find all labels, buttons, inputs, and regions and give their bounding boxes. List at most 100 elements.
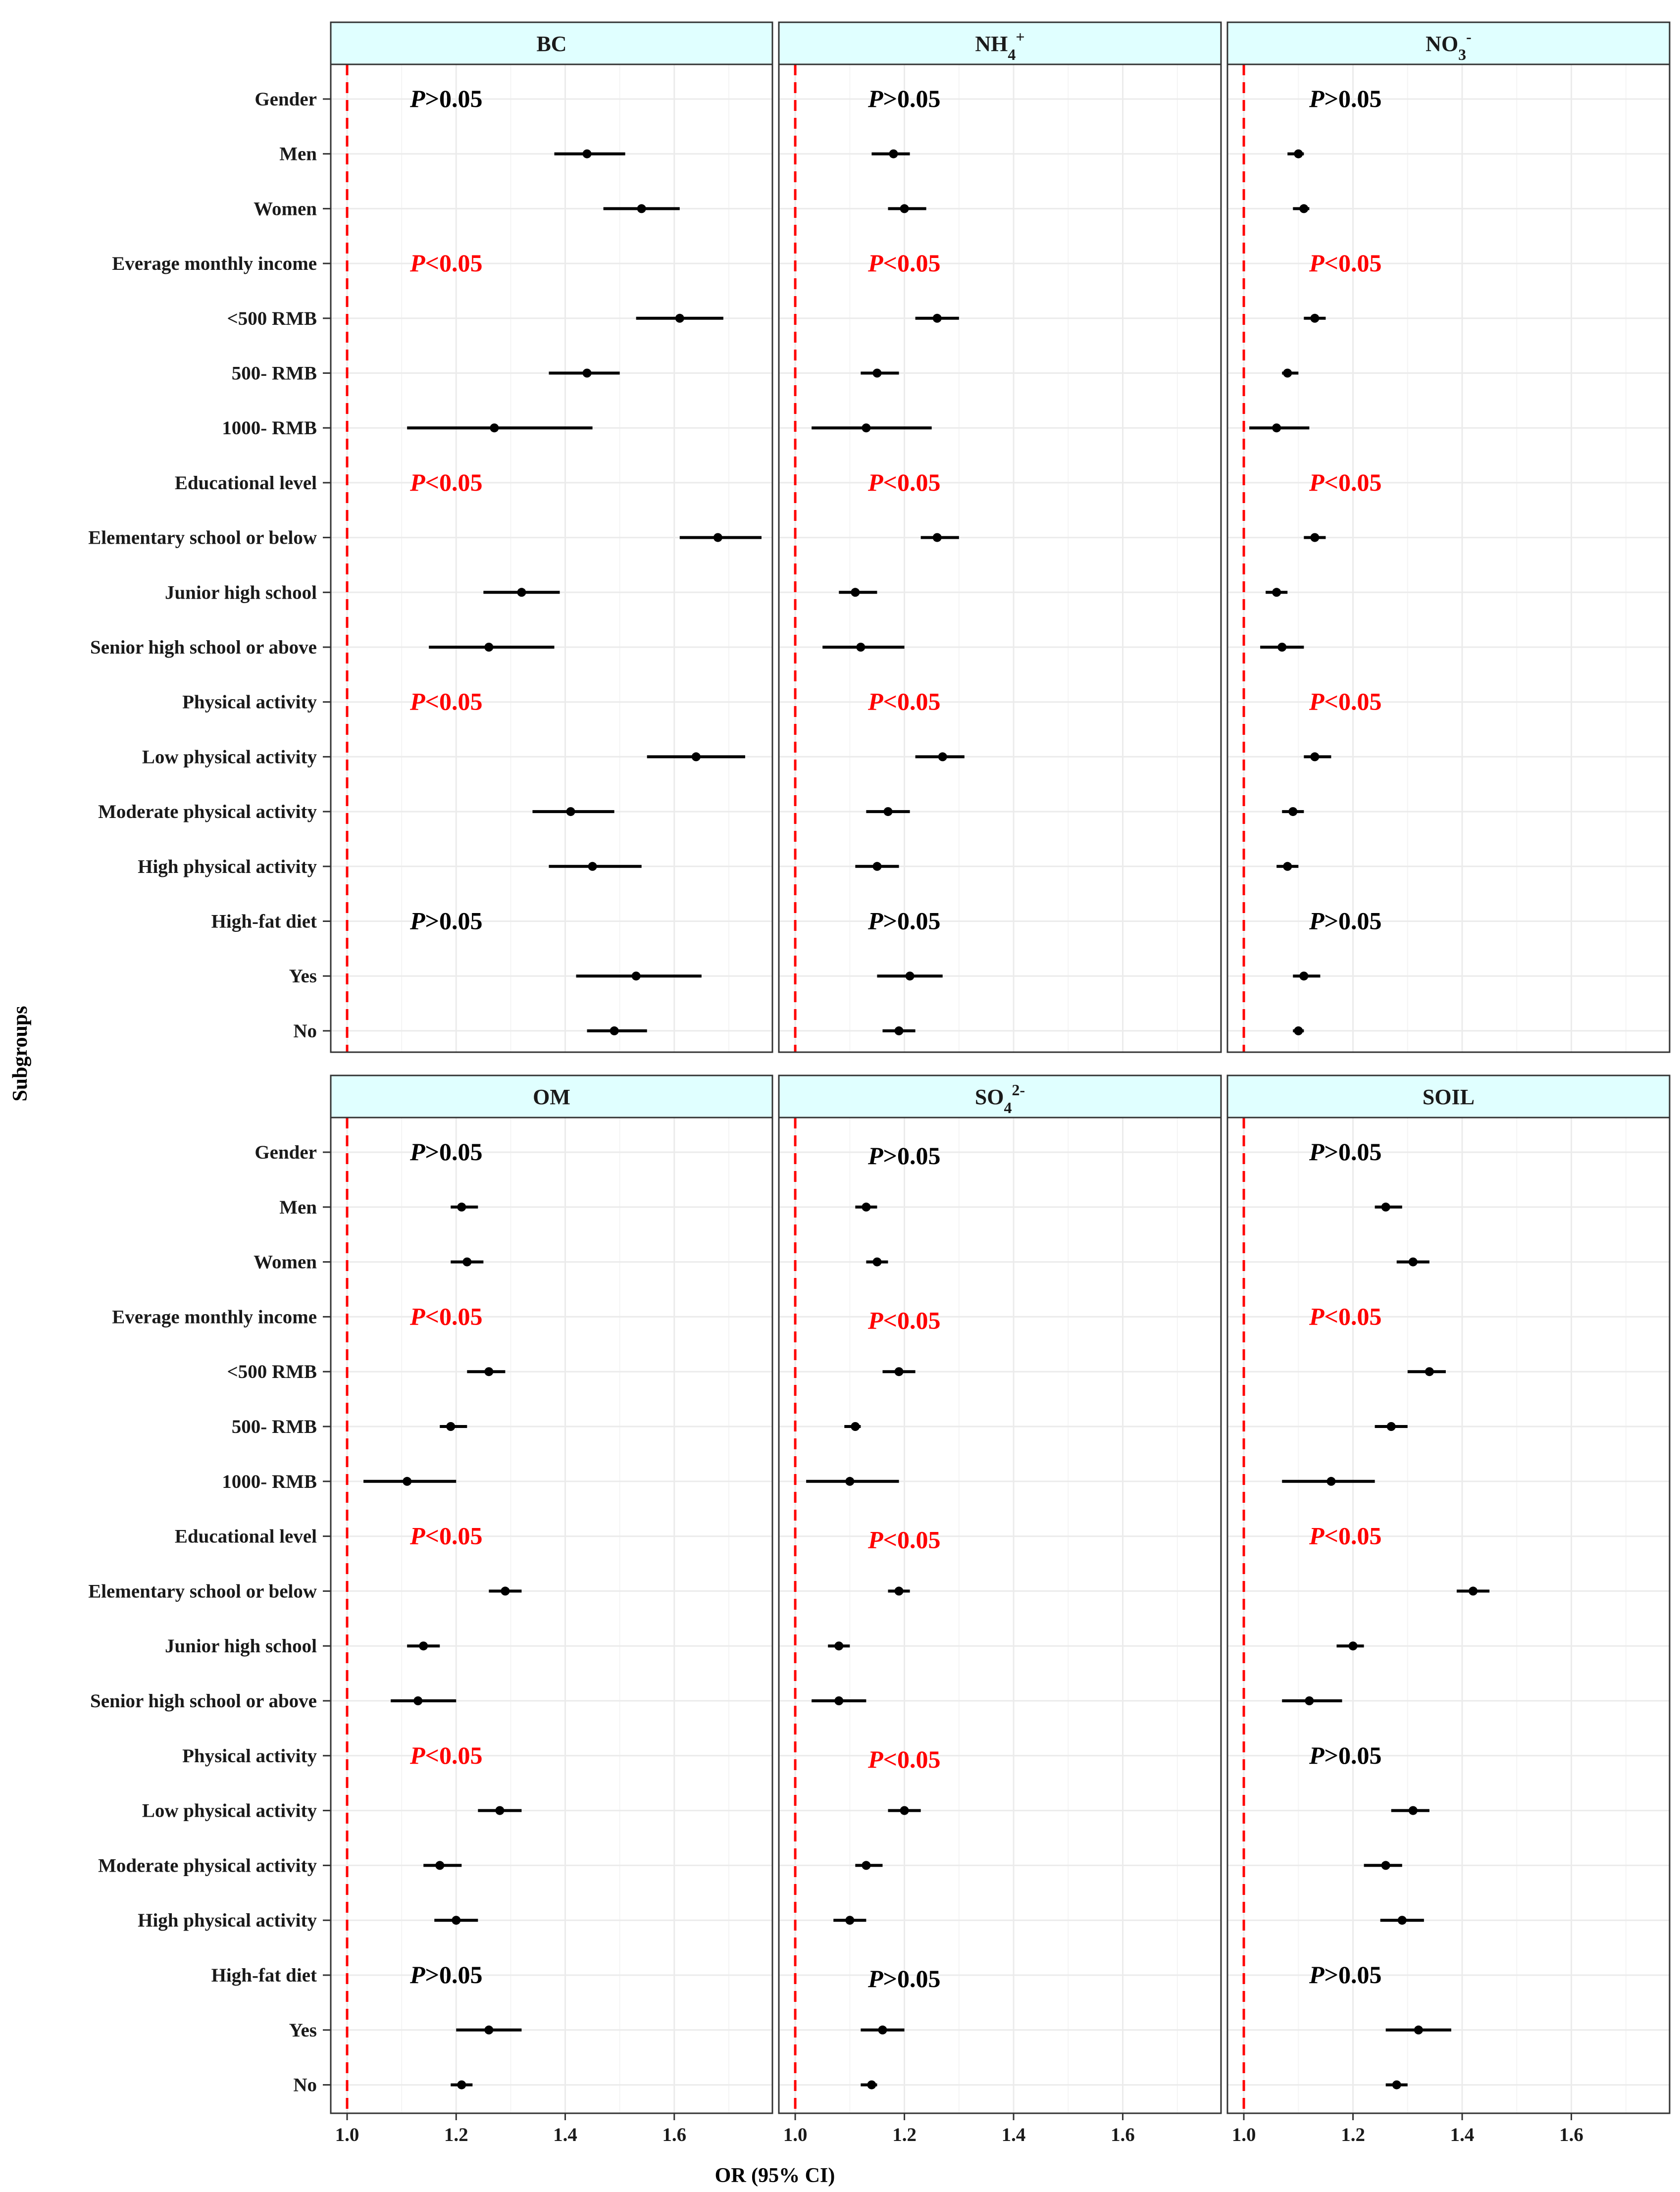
point-estimate — [851, 588, 860, 597]
point-estimate — [845, 1916, 855, 1925]
subgroup-label: Low physical activity — [142, 746, 317, 767]
point-estimate — [867, 2080, 876, 2090]
subgroup-label: Yes — [289, 966, 317, 987]
panel-title: OM — [533, 1085, 570, 1109]
subgroup-header-label: Educational level — [175, 1526, 317, 1547]
point-estimate — [588, 862, 597, 871]
point-estimate — [1299, 971, 1309, 981]
point-estimate — [1381, 1202, 1390, 1212]
subgroup-label: 1000- RMB — [222, 417, 317, 439]
p-value-text: P>0.05 — [867, 1965, 941, 1992]
point-estimate — [637, 204, 646, 213]
p-value-text: P>0.05 — [1309, 907, 1382, 935]
point-estimate — [938, 752, 947, 762]
point-estimate — [691, 752, 701, 762]
p-value-text: P>0.05 — [409, 1961, 483, 1988]
subgroup-label: No — [293, 2075, 317, 2096]
x-tick-label: 1.2 — [1341, 2124, 1365, 2145]
point-estimate — [905, 971, 915, 981]
point-estimate — [1408, 1257, 1418, 1267]
subgroup-label: No — [293, 1020, 317, 1042]
point-estimate — [484, 1367, 494, 1376]
point-estimate — [419, 1641, 428, 1651]
point-estimate — [1425, 1367, 1434, 1376]
x-tick-label: 1.0 — [1232, 2124, 1256, 2145]
panels-layer: P>0.05 P<0.05 P<0.05 P<0.05 P>0.05 BC P>0.05 P<… — [330, 21, 1671, 2114]
subgroup-label: Men — [279, 1197, 317, 1218]
p-value-text: P<0.05 — [867, 688, 941, 715]
p-value-text: P<0.05 — [867, 249, 941, 277]
p-value-text: P<0.05 — [409, 249, 483, 277]
point-estimate — [403, 1477, 412, 1486]
p-value-text: P>0.05 — [867, 1142, 941, 1170]
point-estimate — [1305, 1696, 1314, 1705]
point-estimate — [490, 423, 499, 433]
p-value-text: P>0.05 — [1309, 85, 1382, 112]
subgroup-label: Elementary school or below — [88, 1580, 317, 1602]
x-axes: 1.0 1.2 1.4 1.6 1.0 1.2 1.4 1.6 1.0 1.2 1.4 1.6 — [335, 2113, 1583, 2145]
x-tick-label: 1.2 — [892, 2124, 916, 2145]
point-estimate — [566, 807, 575, 816]
p-value-text: P>0.05 — [867, 907, 941, 935]
p-value-text: P<0.05 — [867, 468, 941, 496]
p-value-text: P>0.05 — [409, 85, 483, 112]
subgroup-label: Senior high school or above — [90, 1690, 317, 1712]
panel-title: BC — [536, 32, 566, 56]
p-value-text: P<0.05 — [867, 1306, 941, 1334]
point-estimate — [501, 1586, 510, 1596]
x-tick-label: 1.4 — [553, 2124, 577, 2145]
point-estimate — [1294, 1026, 1303, 1035]
point-estimate — [610, 1026, 619, 1035]
point-estimate — [878, 2025, 887, 2035]
y-axis-title: Subgroups — [9, 1006, 32, 1101]
point-estimate — [1397, 1916, 1407, 1925]
subgroup-labels: Gender Men Women Everage monthly income <500… — [88, 89, 331, 2096]
panel-strip — [330, 1074, 773, 1119]
subgroup-header-label: Gender — [255, 1142, 317, 1163]
subgroup-label: Men — [279, 144, 317, 165]
x-tick-label: 1.2 — [444, 2124, 468, 2145]
subgroup-header-label: Physical activity — [182, 692, 317, 713]
point-estimate — [1469, 1586, 1478, 1596]
x-tick-label: 1.4 — [1002, 2124, 1026, 2145]
subgroup-label: High physical activity — [138, 856, 317, 877]
panel-om: P>0.05 P<0.05 P<0.05 P<0.05 P>0.05 OM — [330, 1074, 773, 2114]
point-estimate — [851, 1422, 860, 1431]
subgroup-label: Low physical activity — [142, 1800, 317, 1822]
point-estimate — [413, 1696, 423, 1705]
point-estimate — [457, 1202, 466, 1212]
p-value-text: P<0.05 — [1309, 1522, 1382, 1550]
subgroup-header-label: Physical activity — [182, 1745, 317, 1767]
subgroup-header-label: Everage monthly income — [112, 253, 317, 274]
x-tick-label: 1.0 — [783, 2124, 808, 2145]
subgroup-label: 500- RMB — [232, 363, 317, 384]
point-estimate — [1408, 1806, 1418, 1815]
panel-strip — [1226, 21, 1671, 65]
p-value-text: P>0.05 — [1309, 1741, 1382, 1769]
subgroup-label: <500 RMB — [227, 1361, 317, 1382]
point-estimate — [517, 588, 526, 597]
subgroup-label: Moderate physical activity — [98, 1855, 317, 1876]
subgroup-header-label: High-fat diet — [211, 911, 317, 932]
point-estimate — [1392, 2080, 1401, 2090]
p-value-text: P<0.05 — [409, 1302, 483, 1330]
p-value-text: P<0.05 — [1309, 1302, 1382, 1330]
subgroup-label: Senior high school or above — [90, 637, 317, 658]
point-estimate — [446, 1422, 456, 1431]
subgroup-label: 1000- RMB — [222, 1471, 317, 1492]
point-estimate — [1277, 643, 1287, 652]
point-estimate — [1299, 204, 1309, 213]
p-value-text: P>0.05 — [409, 907, 483, 935]
point-estimate — [452, 1916, 461, 1925]
point-estimate — [900, 1806, 909, 1815]
point-estimate — [484, 643, 494, 652]
panel-title: SOIL — [1423, 1085, 1475, 1109]
p-value-text: P<0.05 — [867, 1526, 941, 1554]
point-estimate — [862, 1202, 871, 1212]
point-estimate — [1294, 149, 1303, 158]
point-estimate — [872, 368, 882, 378]
point-estimate — [856, 643, 865, 652]
point-estimate — [462, 1257, 472, 1267]
p-value-text: P<0.05 — [409, 688, 483, 715]
